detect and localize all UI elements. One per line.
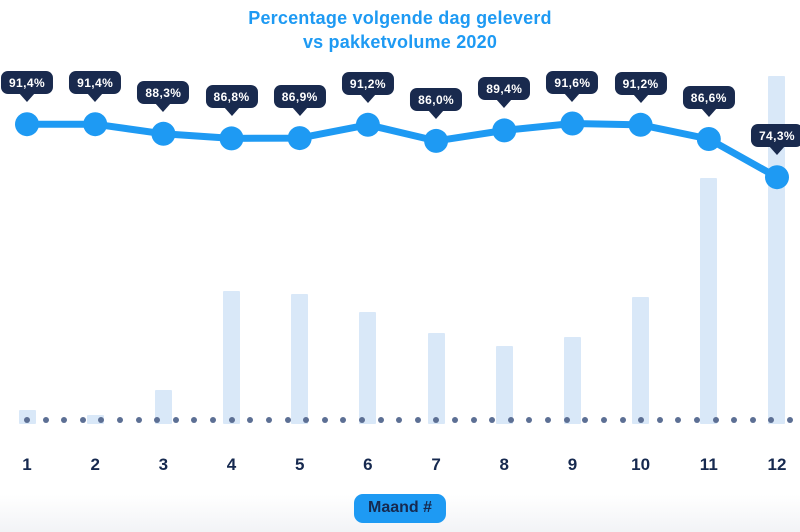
baseline-dot (321, 417, 328, 423)
baseline-dot (656, 417, 663, 423)
baseline-dot (117, 417, 124, 423)
baseline-dot (154, 417, 161, 423)
baseline-dot (563, 417, 570, 423)
baseline-dot (582, 417, 589, 423)
x-axis-label-month-4: 4 (226, 455, 237, 474)
chart-title: Percentage volgende dag geleverd vs pakk… (0, 6, 800, 54)
volume-bar-month-11 (700, 177, 718, 424)
baseline-dot (135, 417, 142, 423)
baseline-dot (675, 417, 682, 423)
baseline-dot (42, 417, 49, 423)
baseline-dot (619, 417, 626, 423)
baseline-dot (396, 417, 403, 423)
value-badge-month-12: 74,3% (750, 124, 800, 148)
volume-bar-month-7 (427, 333, 445, 424)
value-badge-month-10: 91,2% (614, 71, 667, 95)
x-axis-label-month-7: 7 (431, 455, 441, 474)
x-axis-title-label: Maand # (367, 499, 433, 516)
x-axis-label-month-10: 10 (631, 455, 651, 474)
baseline-dot (452, 417, 459, 423)
volume-bar-month-5 (291, 293, 309, 424)
baseline-dot (284, 417, 291, 423)
volume-bar-month-2 (86, 414, 104, 424)
baseline-dot (545, 417, 552, 423)
x-axis-label-month-3: 3 (158, 455, 169, 474)
x-axis-label-month-5: 5 (294, 455, 305, 474)
chart-title-line-2: vs pakketvolume 2020 (302, 32, 498, 52)
x-axis-label-month-6: 6 (363, 455, 373, 474)
baseline-dot (507, 417, 514, 423)
value-badge-month-1: 91,4% (0, 71, 54, 95)
value-badge-month-8: 89,4% (478, 77, 531, 101)
baseline-dot (377, 417, 384, 423)
baseline-dot (768, 417, 775, 423)
baseline-dot (414, 417, 421, 423)
volume-bar-month-4 (223, 291, 241, 424)
x-axis-label-month-11: 11 (699, 455, 718, 474)
baseline-dot (210, 417, 217, 423)
baseline-dot (24, 417, 30, 423)
baseline-dot (731, 417, 738, 423)
baseline-dot (526, 417, 533, 423)
volume-bar-month-6 (359, 311, 377, 424)
chart-title-line-1: Percentage volgende dag geleverd (248, 8, 552, 28)
baseline-dot (470, 417, 477, 423)
baseline-dot (600, 417, 607, 423)
x-axis-title-badge: Maand # (353, 494, 447, 523)
volume-bar-month-3 (154, 389, 172, 424)
baseline-dot (191, 417, 198, 423)
value-badge-month-2: 91,4% (69, 71, 122, 95)
baseline-dot (303, 417, 310, 423)
baseline-dot (787, 417, 793, 423)
volume-bar-month-10 (632, 296, 650, 424)
baseline-dot (79, 417, 86, 423)
baseline-dot (638, 417, 645, 423)
baseline-dot (749, 417, 756, 423)
x-axis-label-month-12: 12 (767, 455, 787, 474)
baseline-dot (247, 417, 254, 423)
baseline-dot (98, 417, 105, 423)
x-axis-label-month-8: 8 (499, 455, 509, 474)
baseline-dot (172, 417, 179, 423)
value-badge-month-3: 88,3% (137, 80, 190, 104)
baseline-dot (358, 417, 365, 423)
baseline-dot (712, 417, 719, 423)
baseline-dot (693, 417, 700, 423)
baseline-dot (340, 417, 347, 423)
x-axis-label-month-1: 1 (22, 455, 32, 474)
volume-bar-month-9 (563, 337, 581, 424)
baseline-dot (489, 417, 496, 423)
value-badge-month-11: 86,6% (682, 86, 735, 110)
value-badge-month-7: 86,0% (410, 87, 463, 111)
volume-bar-month-8 (495, 346, 513, 424)
baseline-dot (433, 417, 440, 423)
value-badge-month-5: 86,9% (273, 85, 326, 109)
baseline-dot (61, 417, 68, 423)
x-axis-label-month-2: 2 (90, 455, 100, 474)
value-badge-month-4: 86,8% (205, 85, 258, 109)
value-badge-month-9: 91,6% (546, 70, 599, 94)
x-axis-label-month-9: 9 (567, 455, 578, 474)
baseline-dot (265, 417, 272, 423)
value-badge-month-6: 91,2% (341, 71, 394, 95)
baseline-dot (228, 417, 235, 423)
